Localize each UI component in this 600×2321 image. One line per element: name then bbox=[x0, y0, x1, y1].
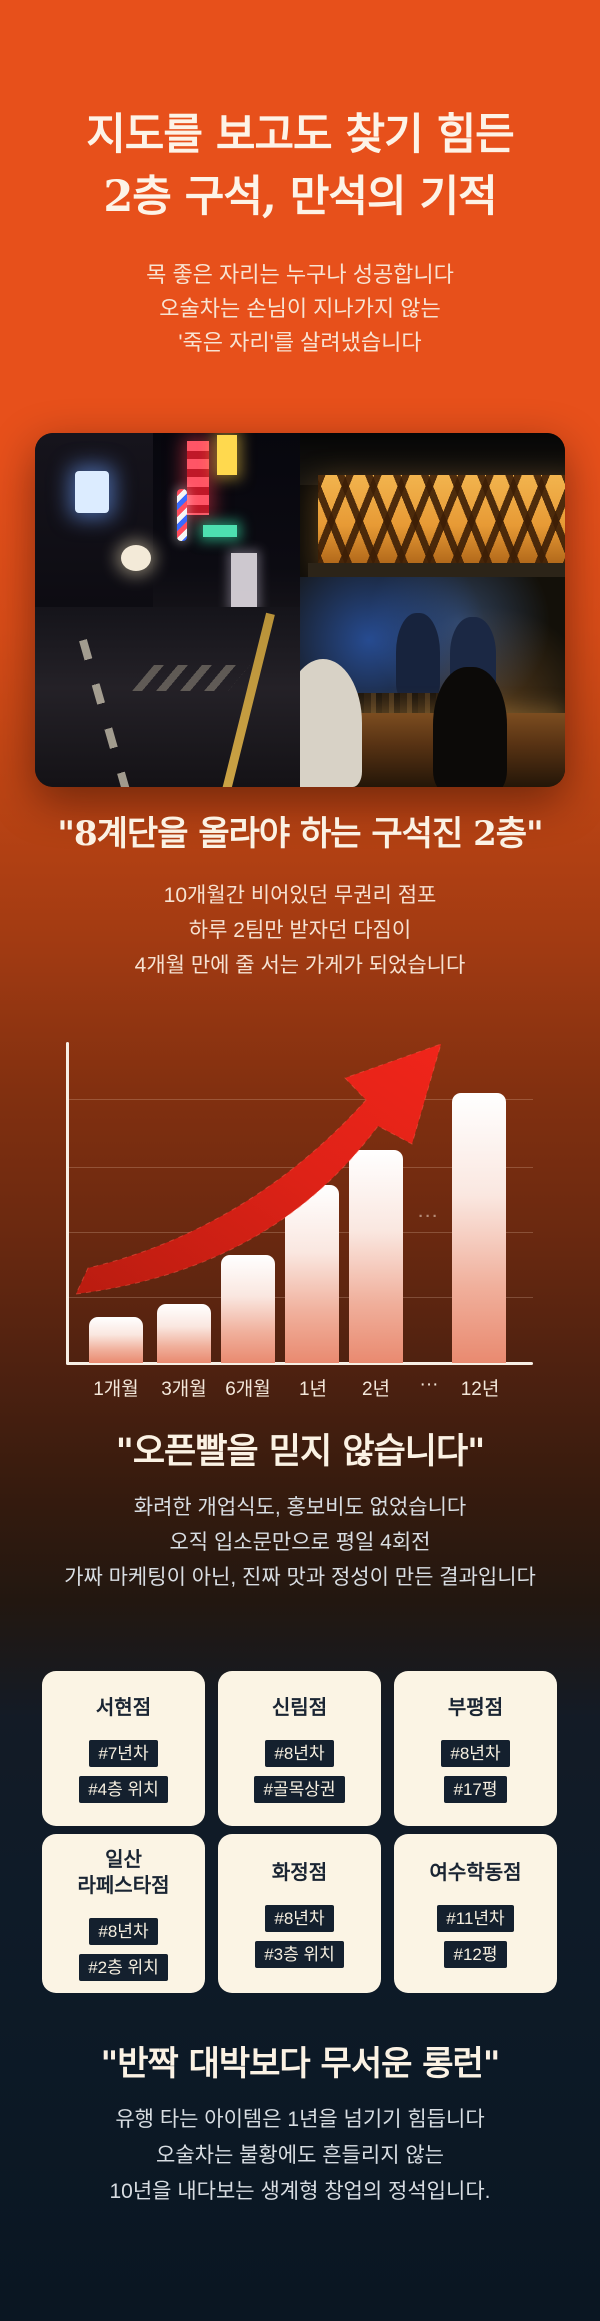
bartender-silhouette bbox=[396, 613, 440, 699]
store-tag: #12평 bbox=[444, 1940, 507, 1968]
neon-sign-yellow bbox=[217, 435, 237, 475]
x-axis bbox=[66, 1362, 533, 1365]
hero-subtitle-line: 오술차는 손님이 지나가지 않는 bbox=[159, 296, 441, 321]
stairs-body: 10개월간 비어있던 무권리 점포 하루 2팀만 받자던 다짐이 4개월 만에 … bbox=[0, 878, 600, 983]
road bbox=[35, 607, 300, 787]
street-lamp-glow bbox=[121, 545, 151, 571]
store-tag: #8년차 bbox=[441, 1739, 510, 1767]
store-card: 일산 라페스타점 #8년차 #2층 위치 bbox=[42, 1834, 205, 1993]
openbuzz-body: 화려한 개업식도, 홍보비도 없었습니다 오직 입소문만으로 평일 4회전 가짜… bbox=[0, 1490, 600, 1595]
bar-interior-glow bbox=[300, 577, 565, 787]
store-tag: #4층 위치 bbox=[79, 1775, 168, 1803]
x-tick-label: 3개월 bbox=[161, 1379, 207, 1400]
growth-chart: ··· 1개월 3개월 6개월 1년 2년 ··· 12년 bbox=[0, 1030, 600, 1402]
customer-silhouette bbox=[433, 667, 507, 787]
store-tag: #2층 위치 bbox=[79, 1953, 168, 1981]
x-tick-label: 6개월 bbox=[225, 1379, 271, 1400]
bar-1년 bbox=[285, 1185, 339, 1363]
store-tag: #골목상권 bbox=[254, 1775, 345, 1803]
x-tick-label: 1개월 bbox=[93, 1379, 139, 1400]
lit-lattice-canopy bbox=[318, 475, 565, 567]
bar-6개월 bbox=[221, 1255, 275, 1363]
neon-sign-cyan bbox=[203, 525, 237, 537]
customer-silhouette bbox=[300, 659, 362, 787]
stairs-body-line: 하루 2팀만 받자던 다짐이 bbox=[188, 919, 412, 942]
longrun-body-line: 유행 타는 아이템은 1년을 넘기기 힘듭니다 bbox=[115, 2108, 485, 2131]
road-line-yellow bbox=[220, 612, 275, 787]
quote-longrun: "반짝 대박보다 무서운 롱런" bbox=[100, 2044, 500, 2084]
store-tag: #17평 bbox=[444, 1775, 507, 1803]
bar-1개월 bbox=[89, 1317, 143, 1363]
store-tag: #8년차 bbox=[265, 1904, 334, 1932]
store-tag: #8년차 bbox=[89, 1917, 158, 1945]
road-line-dashed bbox=[79, 638, 131, 787]
store-card: 서현점 #7년차 #4층 위치 bbox=[42, 1671, 205, 1826]
y-axis bbox=[66, 1042, 69, 1364]
neon-sign-blue bbox=[75, 471, 109, 513]
road-markings bbox=[132, 665, 250, 691]
stairs-body-line: 10개월간 비어있던 무권리 점포 bbox=[163, 884, 437, 907]
canopy-edge bbox=[308, 563, 565, 577]
x-tick-label: 1년 bbox=[298, 1379, 328, 1400]
store-tag: #3층 위치 bbox=[255, 1940, 344, 1968]
bar-12년 bbox=[452, 1093, 506, 1363]
openbuzz-body-line: 가짜 마케팅이 아닌, 진짜 맛과 정성이 만든 결과입니다 bbox=[64, 1566, 536, 1589]
store-card: 부평점 #8년차 #17평 bbox=[394, 1671, 557, 1826]
store-name: 여수학동점 bbox=[429, 1861, 522, 1884]
quote-stairs: "8계단을 올라야 하는 구석진 2층" bbox=[57, 814, 543, 854]
bar-3개월 bbox=[157, 1304, 211, 1363]
hero-subtitle-line: 목 좋은 자리는 누구나 성공합니다 bbox=[146, 262, 454, 287]
barber-pole bbox=[177, 489, 187, 541]
hero-subtitle: 목 좋은 자리는 누구나 성공합니다 오술차는 손님이 지나가지 않는 '죽은 … bbox=[0, 258, 600, 360]
longrun-body-line: 10년을 내다보는 생계형 창업의 정석입니다. bbox=[109, 2180, 491, 2203]
page-title-line1: 지도를 보고도 찾기 힘든 bbox=[86, 110, 515, 160]
store-name: 신림점 bbox=[271, 1696, 328, 1719]
longrun-body-line: 오술차는 불황에도 흔들리지 않는 bbox=[156, 2144, 444, 2167]
hero-subtitle-line: '죽은 자리'를 살려냈습니다 bbox=[178, 330, 422, 355]
x-tick-label: ··· bbox=[419, 1374, 439, 1395]
stairs-body-line: 4개월 만에 줄 서는 가게가 되었습니다 bbox=[134, 954, 466, 977]
quote-openbuzz: "오픈빨을 믿지 않습니다" bbox=[115, 1431, 486, 1472]
page-title-line2: 2층 구석, 만석의 기적 bbox=[103, 172, 497, 222]
longrun-body: 유행 타는 아이템은 1년을 넘기기 힘듭니다 오술차는 불황에도 흔들리지 않… bbox=[0, 2102, 600, 2210]
openbuzz-body-line: 오직 입소문만으로 평일 4회전 bbox=[169, 1531, 431, 1554]
store-name: 일산 라페스타점 bbox=[77, 1848, 170, 1897]
store-name: 서현점 bbox=[95, 1696, 152, 1719]
x-tick-label: 2년 bbox=[361, 1379, 391, 1400]
photo-collage bbox=[35, 433, 565, 787]
series-ellipsis: ··· bbox=[418, 1208, 440, 1225]
store-tag: #11년차 bbox=[437, 1904, 514, 1932]
photo-bar-interior-after bbox=[300, 433, 565, 787]
x-tick-label: 12년 bbox=[460, 1379, 500, 1400]
neon-sign-red bbox=[187, 441, 209, 515]
store-tag: #7년차 bbox=[89, 1739, 158, 1767]
page-title: 지도를 보고도 찾기 힘든 2층 구석, 만석의 기적 bbox=[0, 104, 600, 228]
store-name: 화정점 bbox=[271, 1861, 328, 1884]
store-card: 여수학동점 #11년차 #12평 bbox=[394, 1834, 557, 1993]
store-tag: #8년차 bbox=[265, 1739, 334, 1767]
openbuzz-body-line: 화려한 개업식도, 홍보비도 없었습니다 bbox=[133, 1496, 467, 1519]
store-card: 화정점 #8년차 #3층 위치 bbox=[218, 1834, 381, 1993]
store-name: 부평점 bbox=[447, 1696, 504, 1719]
photo-night-street-before bbox=[35, 433, 300, 787]
store-card: 신림점 #8년차 #골목상권 bbox=[218, 1671, 381, 1826]
bar-2년 bbox=[349, 1150, 403, 1363]
standing-sign bbox=[231, 553, 257, 609]
